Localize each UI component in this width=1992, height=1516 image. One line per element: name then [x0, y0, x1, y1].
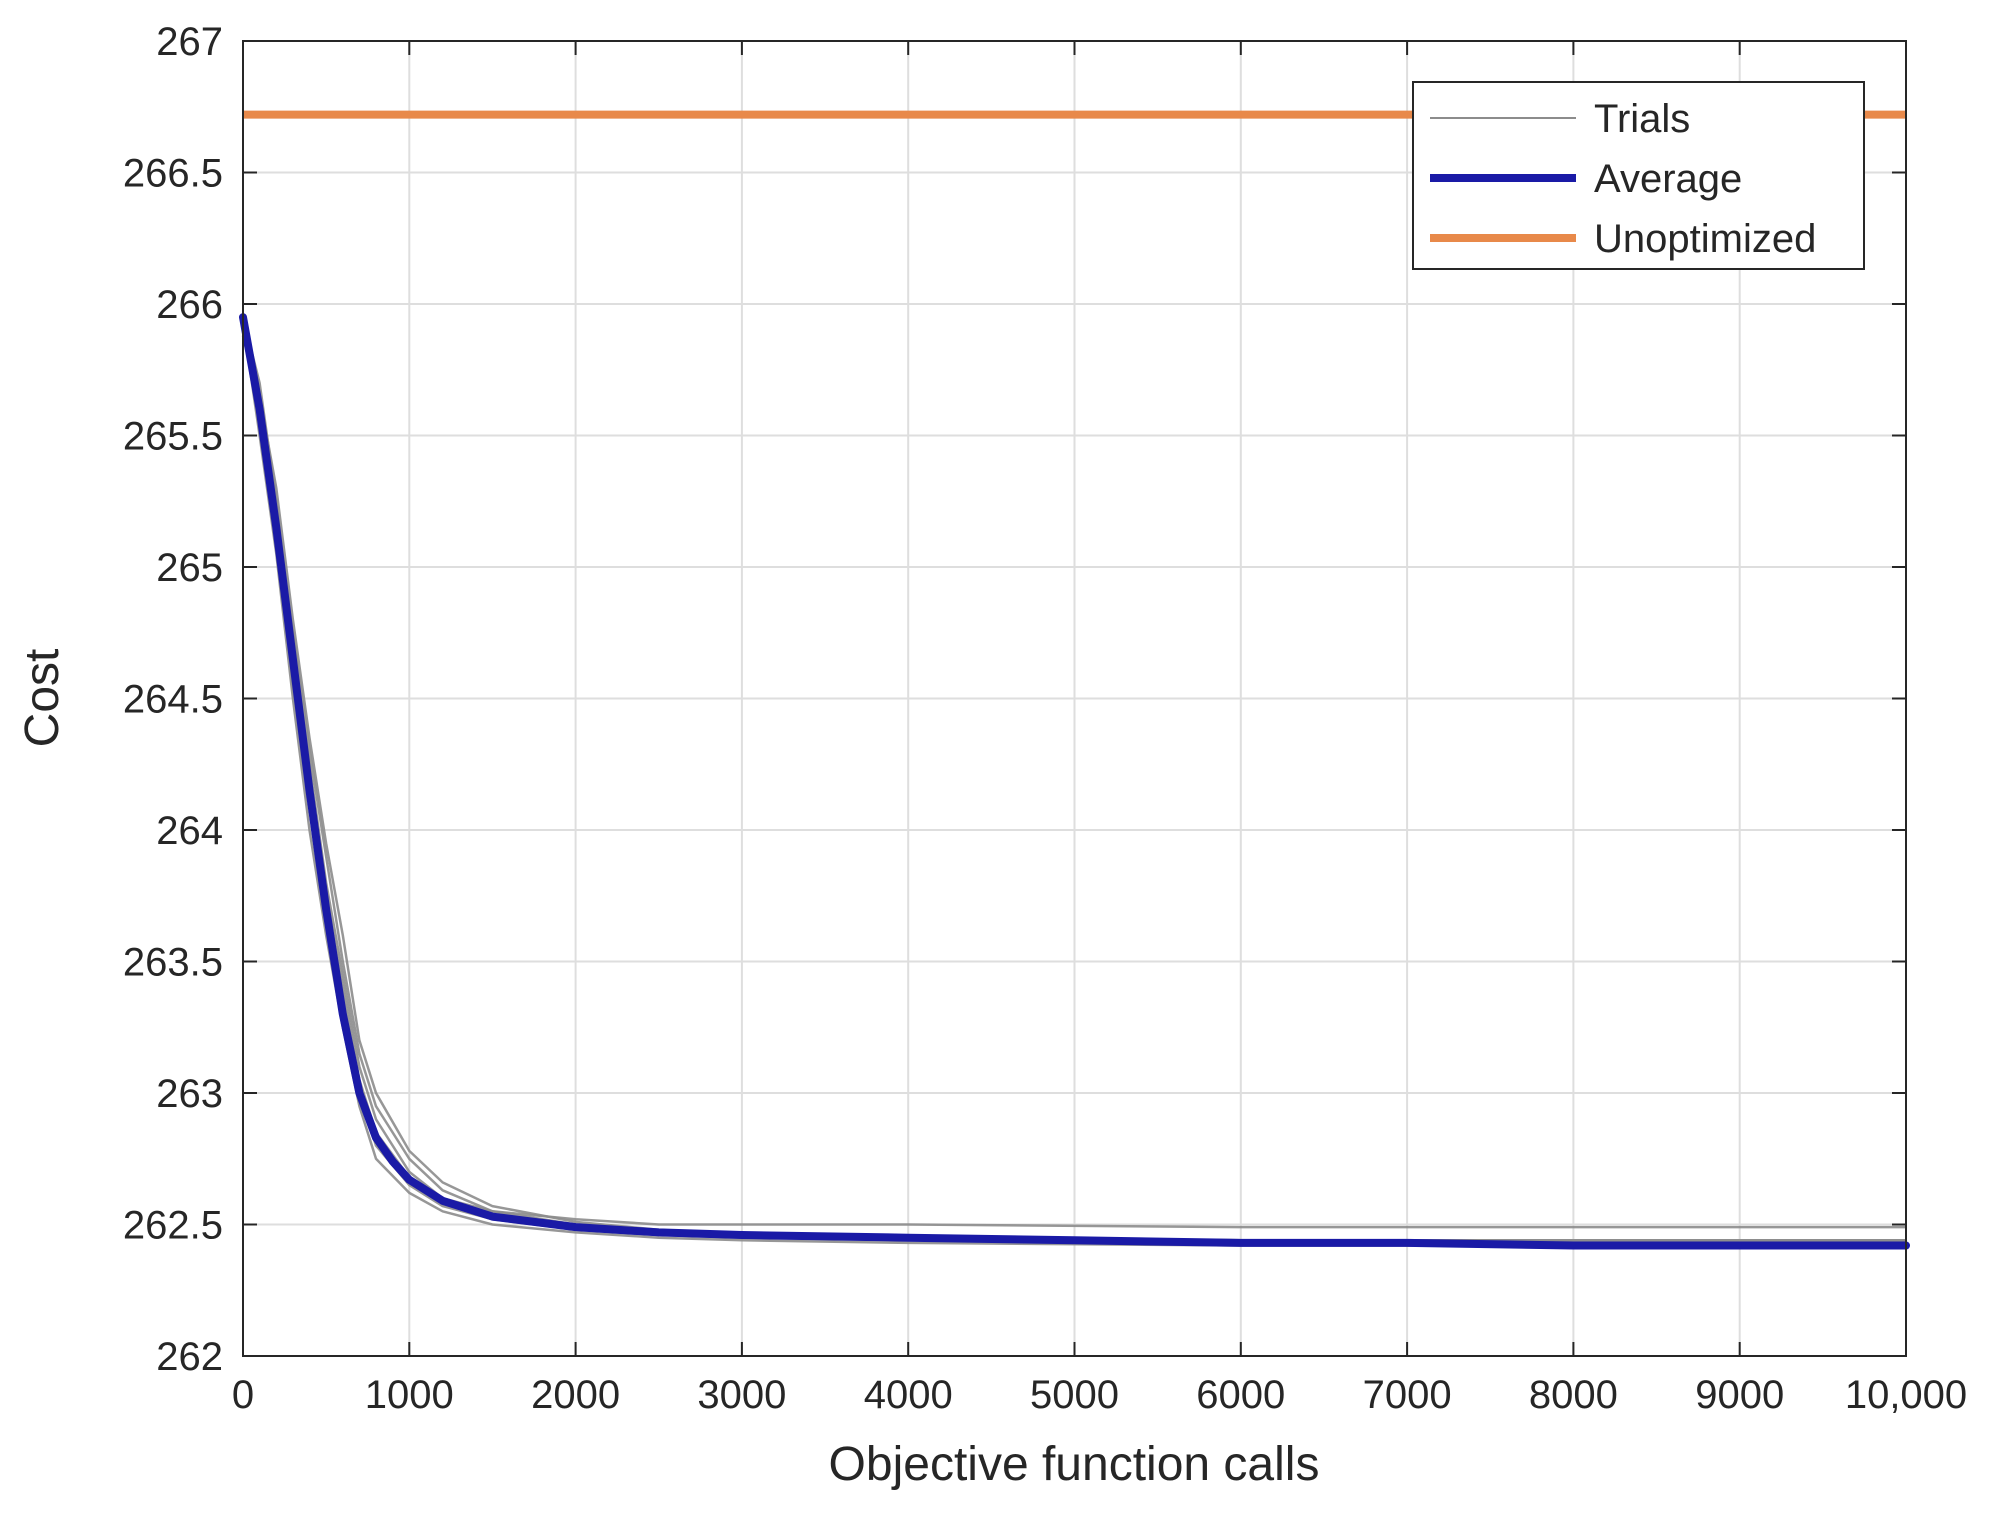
x-tick-label: 2000: [531, 1373, 620, 1417]
legend: Trials Average Unoptimized: [1412, 81, 1865, 270]
x-tick-label: 4000: [864, 1373, 953, 1417]
y-tick-label: 263: [156, 1072, 223, 1116]
series-average: [239, 313, 1910, 1250]
y-tick-labels: 262 262.5 263 263.5 264 264.5 265 265.5 266 266.5…: [123, 20, 223, 1379]
y-tick-label: 264.5: [123, 678, 223, 722]
series-trial-line: [241, 322, 1906, 1247]
x-tick-label: 8000: [1529, 1373, 1618, 1417]
x-tick-labels: 0 1000 2000 3000 4000 5000 6000 7000 8000 9000 10,…: [232, 1373, 1967, 1417]
y-tick-label: 265.5: [123, 415, 223, 459]
x-axis-title: Objective function calls: [829, 1438, 1320, 1491]
y-tick-label: 265: [156, 546, 223, 590]
x-tick-label: 5000: [1030, 1373, 1119, 1417]
y-tick-label: 266.5: [123, 152, 223, 196]
y-tick-label: 262.5: [123, 1204, 223, 1248]
y-tick-label: 263.5: [123, 941, 223, 985]
y-tick-label: 267: [156, 20, 223, 64]
x-tick-label: 7000: [1363, 1373, 1452, 1417]
series-layer: [239, 110, 1910, 1250]
y-tick-label: 262: [156, 1335, 223, 1379]
x-tick-label: 0: [232, 1373, 254, 1417]
x-tick-label: 9000: [1695, 1373, 1784, 1417]
y-tick-label: 264: [156, 809, 223, 853]
legend-label-trials: Trials: [1594, 97, 1690, 141]
y-tick-label: 266: [156, 283, 223, 327]
x-tick-label: 10,000: [1845, 1373, 1967, 1417]
x-tick-label: 6000: [1196, 1373, 1285, 1417]
legend-label-average: Average: [1594, 157, 1742, 201]
y-axis-title: Cost: [16, 649, 69, 748]
x-tick-label: 3000: [697, 1373, 786, 1417]
plot-frame: [242, 40, 1907, 1357]
legend-label-unoptimized: Unoptimized: [1594, 217, 1816, 261]
x-tick-label: 1000: [365, 1373, 454, 1417]
